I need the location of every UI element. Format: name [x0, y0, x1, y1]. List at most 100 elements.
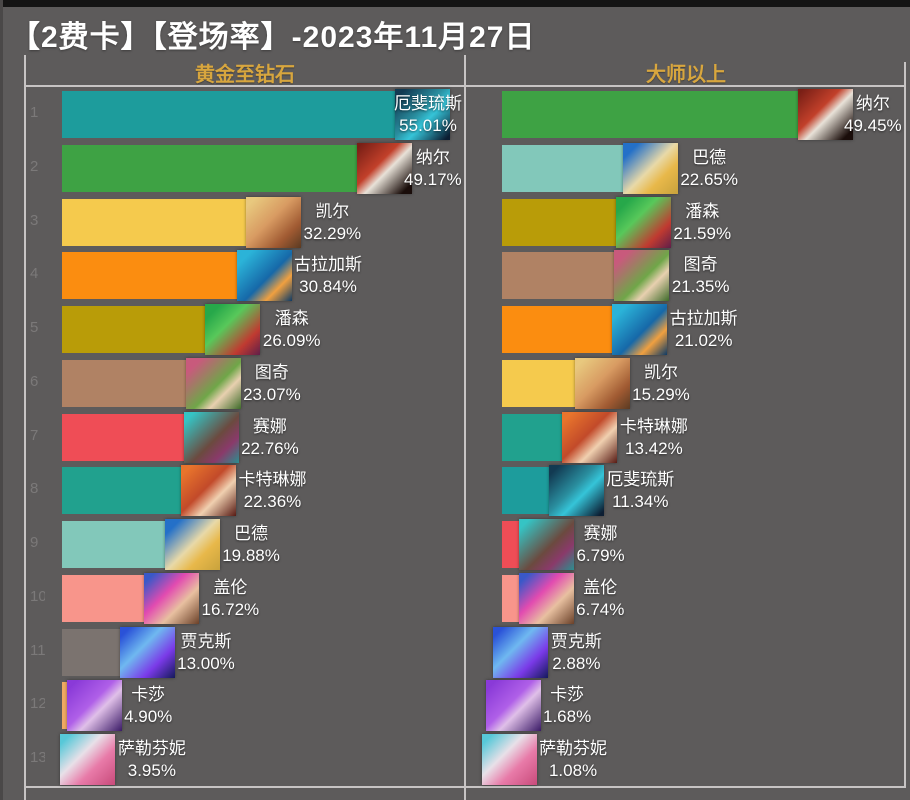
- pantheon-portrait-icon: [205, 304, 261, 356]
- appearance-rate-bar: [62, 252, 264, 300]
- appearance-rate-value: 19.88%: [222, 546, 280, 566]
- bar-label: 图奇 23.07%: [243, 357, 301, 411]
- appearance-rate-value: 6.74%: [576, 599, 625, 619]
- chart-row-gnar: 纳尔 49.45%: [465, 88, 905, 142]
- appearance-rate-value: 6.79%: [576, 546, 625, 566]
- rank-label: 8: [30, 480, 39, 498]
- appearance-rate-value: 30.84%: [299, 277, 357, 297]
- appearance-rate-value: 2.88%: [552, 653, 601, 673]
- rank-label: 2: [30, 157, 39, 175]
- bar-label: 古拉加斯 30.84%: [294, 249, 362, 303]
- gnar-portrait-icon: [798, 89, 854, 140]
- champion-name: 巴德: [692, 147, 727, 167]
- appearance-rate-value: 11.34%: [612, 492, 669, 512]
- chart-row-gragas: 4 古拉加斯 30.84%: [25, 249, 465, 303]
- garen-portrait-icon: [144, 572, 200, 624]
- champion-name: 图奇: [254, 362, 289, 382]
- rank-label: 1: [30, 104, 39, 121]
- rank-label: 11: [30, 641, 45, 659]
- chart-row-senna: 7 赛娜 22.76%: [25, 411, 465, 465]
- bar-label: 厄斐琉斯 11.34%: [606, 464, 674, 518]
- appearance-rate-value: 49.45%: [844, 116, 902, 135]
- chart-row-jax: 贾克斯 2.88%: [465, 626, 905, 680]
- appearance-rate-value: 21.35%: [671, 277, 730, 297]
- bar-label: 潘森 26.09%: [263, 303, 321, 357]
- senna-portrait-icon: [183, 411, 239, 463]
- bar-label: 凯尔 15.29%: [632, 357, 690, 411]
- kayle-portrait-icon: [574, 357, 630, 409]
- bar-label: 卡特琳娜 22.36%: [238, 464, 306, 518]
- page-title: 【2费卡】【登场率】-2023年11月27日: [10, 21, 536, 54]
- bar-label: 卡莎 4.90%: [124, 679, 172, 733]
- appearance-rate-value: 13.00%: [177, 653, 235, 673]
- rank-label: 12: [30, 695, 45, 713]
- gnar-portrait-icon: [356, 142, 412, 194]
- champion-name: 卡莎: [550, 685, 585, 705]
- chart-row-kaisa: 12 卡莎 4.90%: [25, 679, 465, 733]
- appearance-rate-bar: [62, 306, 233, 354]
- chart-row-pantheon: 5 潘森 26.09%: [25, 303, 465, 357]
- bar-label: 贾克斯 2.88%: [551, 626, 602, 680]
- katarina-portrait-icon: [180, 465, 236, 517]
- right-frame-line: [904, 62, 906, 788]
- kaisa-portrait-icon: [66, 680, 122, 732]
- bar-label: 古拉加斯 21.02%: [670, 303, 738, 357]
- katarina-portrait-icon: [562, 411, 618, 463]
- bar-label: 萨勒芬妮 3.95%: [118, 733, 186, 787]
- champion-name: 赛娜: [583, 524, 618, 544]
- chart-row-twitch: 图奇 21.35%: [465, 249, 905, 303]
- senna-portrait-icon: [518, 519, 574, 571]
- chart-row-katarina: 8 卡特琳娜 22.36%: [25, 464, 465, 518]
- champion-name: 图奇: [683, 255, 718, 275]
- chart-row-jax: 11 贾克斯 13.00%: [25, 626, 465, 680]
- seraphine-portrait-icon: [60, 734, 116, 786]
- bar-label: 巴德 22.65%: [680, 142, 738, 196]
- rank-label: 7: [30, 426, 39, 444]
- champion-name: 萨勒芬妮: [117, 739, 186, 759]
- champion-name: 厄斐琉斯: [394, 94, 462, 113]
- chart-row-gnar: 2 纳尔 49.17%: [25, 142, 465, 196]
- chart-row-kayle: 凯尔 15.29%: [465, 357, 905, 411]
- chart-row-kaisa: 卡莎 1.68%: [465, 679, 905, 733]
- chart-row-katarina: 卡特琳娜 13.42%: [465, 411, 905, 465]
- appearance-rate-value: 21.02%: [674, 331, 733, 351]
- champion-name: 纳尔: [855, 94, 890, 113]
- appearance-rate-bar: [62, 144, 385, 192]
- bard-portrait-icon: [622, 142, 678, 194]
- appearance-rate-value: 16.72%: [201, 599, 260, 619]
- appearance-rate-value: 22.65%: [680, 169, 739, 189]
- appearance-rate-value: 23.07%: [243, 384, 301, 404]
- bar-label: 纳尔 49.17%: [404, 142, 462, 196]
- champion-name: 巴德: [234, 524, 269, 544]
- top-frame-line: [24, 85, 906, 87]
- bar-label: 纳尔 49.45%: [844, 88, 902, 142]
- champion-name: 卡特琳娜: [238, 470, 307, 490]
- bar-label: 盖伦 16.72%: [202, 572, 260, 626]
- rank-label: 4: [30, 265, 39, 283]
- chart-row-garen: 盖伦 6.74%: [465, 572, 905, 626]
- champion-name: 凯尔: [643, 362, 678, 382]
- chart-row-seraphine: 萨勒芬妮 1.08%: [465, 733, 905, 787]
- appearance-rate-value: 1.68%: [543, 707, 592, 727]
- champion-name: 赛娜: [252, 416, 287, 436]
- appearance-rate-bar: [62, 198, 274, 246]
- appearance-rate-value: 4.90%: [124, 707, 173, 727]
- pantheon-portrait-icon: [615, 196, 671, 248]
- chart-row-bard: 9 巴德 19.88%: [25, 518, 465, 572]
- chart-row-seraphine: 13 萨勒芬妮 3.95%: [25, 733, 465, 787]
- champion-name: 凯尔: [315, 201, 350, 221]
- champion-name: 潘森: [685, 201, 720, 221]
- bar-label: 赛娜 6.79%: [576, 518, 624, 572]
- top-border-strip: [0, 0, 910, 7]
- rank-label: 5: [30, 319, 39, 337]
- champion-name: 卡特琳娜: [619, 416, 688, 436]
- chart-row-aphelios: 1 厄斐琉斯 55.01%: [25, 88, 465, 142]
- bar-label: 贾克斯 13.00%: [177, 626, 235, 680]
- seraphine-portrait-icon: [481, 734, 537, 786]
- champion-name: 纳尔: [415, 147, 450, 167]
- appearance-rate-value: 21.59%: [673, 223, 732, 243]
- rank-label: 13: [30, 749, 45, 767]
- aphelios-portrait-icon: [548, 465, 604, 517]
- left-axis-line: [24, 55, 26, 800]
- chart-row-kayle: 3 凯尔 32.29%: [25, 196, 465, 250]
